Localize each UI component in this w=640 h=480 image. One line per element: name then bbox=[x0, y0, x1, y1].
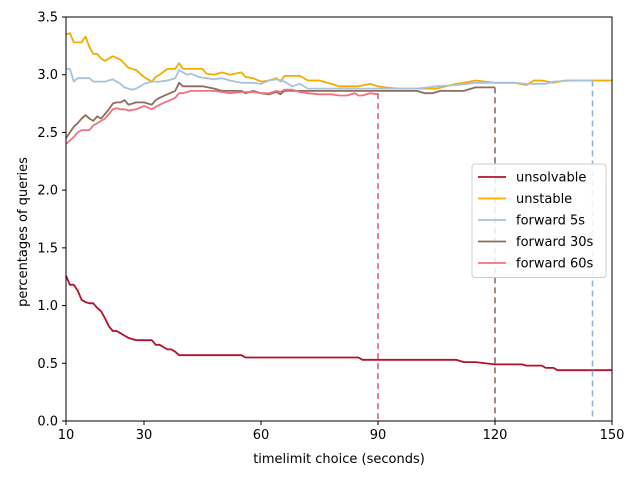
legend-box bbox=[471, 163, 607, 278]
y-tick-label: 3.5 bbox=[37, 11, 58, 26]
y-tick-label: 0.0 bbox=[37, 415, 58, 430]
legend-label-unstable: unstable bbox=[516, 192, 572, 207]
y-tick-label: 0.5 bbox=[37, 357, 58, 372]
x-tick-label: 90 bbox=[370, 428, 387, 443]
legend-label-unsolvable: unsolvable bbox=[516, 171, 586, 186]
x-axis-title: timelimit choice (seconds) bbox=[253, 452, 425, 467]
series-line-forward-30s bbox=[65, 81, 495, 139]
legend: unsolvable unstable forward 5s forward 30s f… bbox=[471, 163, 607, 278]
series-layer bbox=[65, 32, 612, 372]
x-tick-label: 30 bbox=[136, 428, 153, 443]
plot-frame bbox=[65, 16, 613, 422]
y-tick-label: 2.0 bbox=[37, 184, 58, 199]
x-tick-label: 10 bbox=[58, 428, 75, 443]
y-tick-label: 1.0 bbox=[37, 299, 58, 314]
legend-label-forward-60s: forward 60s bbox=[516, 257, 594, 272]
legend-label-forward-30s: forward 30s bbox=[516, 235, 594, 250]
series-line-unsolvable bbox=[65, 275, 612, 372]
y-tick-label: 2.5 bbox=[37, 126, 58, 141]
series-line-unstable bbox=[65, 32, 612, 90]
legend-label-forward-5s: forward 5s bbox=[516, 214, 585, 229]
x-tick-label: 60 bbox=[253, 428, 270, 443]
series-line-forward-5s bbox=[66, 68, 593, 91]
y-axis-title: percentages of queries bbox=[16, 157, 31, 307]
x-tick-label: 150 bbox=[600, 428, 625, 443]
x-tick-label: 120 bbox=[483, 428, 508, 443]
axes-layer: 10 30 60 90 120 150 0.0 0.5 1.0 1.5 2.0 2.5 3.0 3.5 bbox=[37, 11, 624, 444]
y-tick-label: 3.0 bbox=[37, 68, 58, 83]
y-tick-label: 1.5 bbox=[37, 241, 58, 256]
series-line-forward-60s bbox=[65, 88, 379, 145]
